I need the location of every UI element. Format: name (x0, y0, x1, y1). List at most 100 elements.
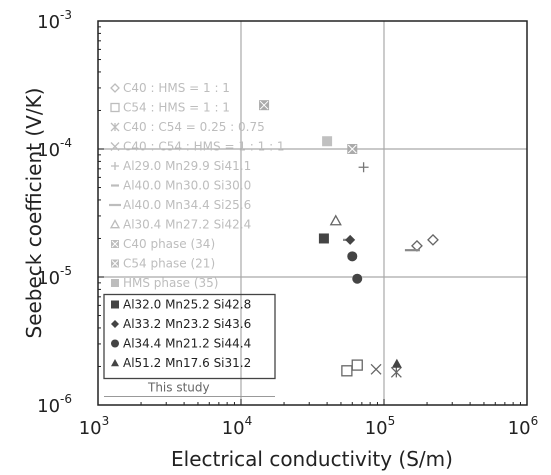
marker-shape (427, 233, 439, 246)
marker-shape (391, 358, 402, 368)
y-tick-label: 10-4 (37, 136, 72, 161)
legend-marker (111, 300, 119, 309)
legend-label: C40 : C54 = 0.25 : 0.75 (123, 120, 265, 134)
data-point-hms-phase-35 (322, 136, 333, 147)
marker-shape (110, 102, 120, 113)
x-tick-label-base: 10 (365, 418, 388, 439)
legend-label: C40 : C54 : HMS = 1 : 1 : 1 (123, 140, 285, 154)
legend-label: Al32.0 Mn25.2 Si42.8 (123, 298, 251, 312)
legend-label: Al51.2 Mn17.6 Si31.2 (123, 356, 251, 370)
legend-label: C54 : HMS = 1 : 1 (123, 101, 230, 115)
marker-shape (329, 214, 342, 226)
marker-shape (111, 359, 119, 367)
legend-label: HMS phase (35) (123, 276, 218, 290)
y-tick-label-exponent: -6 (60, 392, 72, 406)
legend-marker (110, 122, 120, 132)
legend-label: C40 phase (34) (123, 237, 215, 251)
x-tick-label-exponent: 4 (245, 414, 253, 428)
marker-shape (358, 162, 369, 173)
marker-cross (259, 100, 269, 110)
x-tick-label-exponent: 5 (388, 414, 396, 428)
marker-cross (111, 260, 119, 267)
data-point-al30-4-mn27-2-si42-4 (329, 214, 342, 226)
x-tick-label-base: 10 (222, 418, 245, 439)
grid-lines (98, 21, 527, 405)
marker-shape (110, 122, 120, 132)
data-point-c40-c54-0-25-0-75 (390, 366, 402, 378)
x-tick-label: 104 (222, 414, 253, 439)
marker-shape (111, 320, 119, 328)
y-tick-label-base: 10 (37, 396, 60, 417)
data-point-c54-phase-21 (347, 144, 358, 154)
marker-shape (322, 136, 333, 147)
marker-shape (318, 233, 329, 244)
data-point-al29-0-mn29-9-si41-1 (358, 162, 369, 173)
legend-label: Al30.4 Mn27.2 Si42.4 (123, 218, 251, 232)
marker-shape (111, 279, 119, 287)
legend-marker (111, 162, 119, 170)
data-point-al34-4-mn21-2-si44-4 (352, 273, 363, 284)
x-tick-label-exponent: 3 (102, 414, 110, 428)
legend-label: Al33.2 Mn23.2 Si43.6 (123, 317, 251, 331)
legend-label: Al40.0 Mn30.0 Si30.0 (123, 179, 251, 193)
x-axis-title: Electrical conductivity (S/m) (171, 447, 453, 471)
y-tick-label: 10-5 (37, 264, 72, 289)
marker-cross (111, 240, 119, 248)
study-legend-box (103, 293, 276, 380)
data-point-c40-c54-hms-1-1-1 (370, 363, 382, 375)
marker-shape (111, 339, 119, 348)
marker-cross (347, 144, 357, 154)
marker-shape (341, 365, 353, 377)
x-tick-label-base: 10 (79, 418, 102, 439)
legend-label: Al29.0 Mn29.9 Si41.1 (123, 159, 251, 173)
x-tick-label: 103 (79, 414, 110, 439)
y-tick-label-exponent: -3 (60, 8, 72, 22)
legend-marker (110, 83, 120, 93)
marker-shape (352, 273, 363, 284)
data-point-c54-hms-1-1 (351, 359, 363, 371)
plot-area-frame (97, 20, 528, 406)
x-tick-label: 106 (508, 414, 539, 439)
data-point-al32-0-mn25-2-si42-8 (318, 233, 329, 244)
study-note-label: This study (147, 381, 210, 395)
y-axis-title: Seebeck coefficient (V/K) (22, 88, 46, 339)
data-point-al51-2-mn17-6-si31-2 (391, 358, 402, 368)
marker-shape (345, 234, 356, 245)
data-points (259, 100, 439, 378)
legend-marker (111, 320, 119, 328)
legend-marker (111, 240, 119, 248)
legend-marker (111, 339, 119, 348)
y-tick-label: 10-3 (37, 8, 72, 33)
y-tick-label-exponent: -5 (60, 264, 72, 278)
legend-marker (111, 359, 119, 367)
data-point-c40-phase-34 (259, 100, 270, 111)
marker-shape (110, 142, 120, 151)
legend-marker (111, 259, 119, 268)
legend-label: Al40.0 Mn34.4 Si25.6 (123, 198, 251, 212)
legend: C40 : HMS = 1 : 1 C54 : HMS = 1 : 1 C40 : … (103, 81, 285, 397)
data-point-c40-hms-1-1 (427, 233, 439, 246)
y-tick-label-exponent: -4 (60, 136, 72, 150)
y-tick-label: 10-6 (37, 392, 72, 417)
y-tick-label-base: 10 (37, 12, 60, 33)
marker-shape (111, 162, 119, 170)
legend-marker (111, 279, 119, 287)
marker-shape (110, 83, 120, 93)
marker-shape (109, 219, 121, 229)
legend-label: Al34.4 Mn21.2 Si44.4 (123, 337, 251, 351)
x-tick-label-exponent: 6 (531, 414, 539, 428)
legend-marker (109, 219, 121, 229)
legend-marker (110, 142, 120, 151)
legend-label: C40 : HMS = 1 : 1 (123, 81, 230, 95)
marker-shape (351, 359, 363, 371)
y-tick-label-base: 10 (37, 140, 60, 161)
marker-shape (390, 366, 402, 378)
legend-label: C54 phase (21) (123, 257, 215, 271)
data-point-al33-2-mn23-2-si43-6 (345, 234, 356, 245)
marker-shape (347, 251, 358, 262)
data-point-c54-hms-1-1 (341, 365, 353, 377)
marker-shape (111, 300, 119, 309)
y-tick-label-base: 10 (37, 268, 60, 289)
